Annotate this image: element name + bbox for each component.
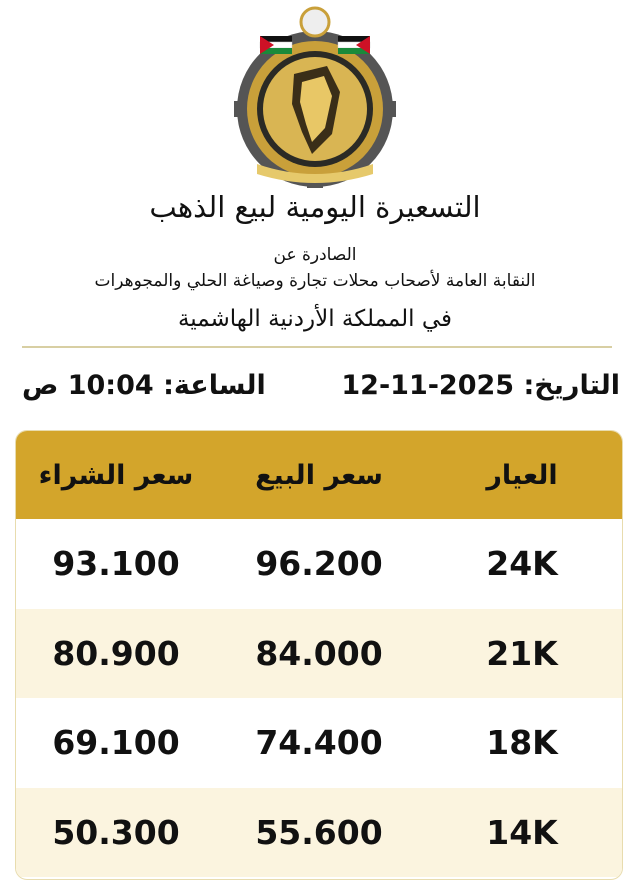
date-label: التاريخ: bbox=[523, 370, 621, 401]
karat-cell: 21K bbox=[486, 633, 558, 673]
buy-price-cell: 93.100 bbox=[52, 544, 180, 584]
country-name: في المملكة الأردنية الهاشمية bbox=[177, 306, 453, 332]
table-row: 14K 55.600 50.300 bbox=[16, 787, 622, 877]
union-logo bbox=[234, 6, 396, 188]
buy-price-cell: 50.300 bbox=[52, 812, 180, 852]
table-row: 21K 84.000 80.900 bbox=[16, 608, 622, 698]
buy-price-cell: 69.100 bbox=[52, 723, 180, 763]
time-value: 10:04 ص bbox=[22, 370, 154, 401]
jordan-flag-icon bbox=[259, 36, 371, 54]
time-field: الساعة: 10:04 ص bbox=[22, 370, 266, 401]
table-row: 18K 74.400 69.100 bbox=[16, 698, 622, 788]
sell-price-cell: 84.000 bbox=[255, 633, 383, 673]
gear-icon bbox=[234, 26, 396, 188]
column-karat: العيار bbox=[486, 459, 558, 491]
organization-name: النقابة العامة لأصحاب محلات تجارة وصياغة… bbox=[94, 271, 536, 291]
table-row: 24K 96.200 93.100 bbox=[16, 519, 622, 609]
karat-cell: 24K bbox=[486, 544, 558, 584]
diamond-icon bbox=[299, 6, 331, 38]
divider bbox=[22, 346, 612, 348]
column-buy: سعر الشراء bbox=[38, 459, 194, 491]
ribbon-icon bbox=[257, 164, 373, 183]
sell-price-cell: 96.200 bbox=[255, 544, 383, 584]
time-label: الساعة: bbox=[163, 370, 266, 401]
price-table: العيار سعر البيع سعر الشراء 24K 96.200 9… bbox=[15, 430, 623, 880]
sell-price-cell: 74.400 bbox=[255, 723, 383, 763]
karat-cell: 18K bbox=[486, 723, 558, 763]
buy-price-cell: 80.900 bbox=[52, 633, 180, 673]
table-header: العيار سعر البيع سعر الشراء bbox=[16, 431, 622, 519]
page-title: التسعيرة اليومية لبيع الذهب bbox=[149, 190, 481, 224]
issued-by: الصادرة عن bbox=[273, 245, 357, 265]
date-field: التاريخ: 12-11-2025 bbox=[341, 370, 620, 401]
sell-price-cell: 55.600 bbox=[255, 812, 383, 852]
date-value: 12-11-2025 bbox=[341, 370, 515, 401]
karat-cell: 14K bbox=[486, 812, 558, 852]
column-sell: سعر البيع bbox=[255, 459, 383, 491]
